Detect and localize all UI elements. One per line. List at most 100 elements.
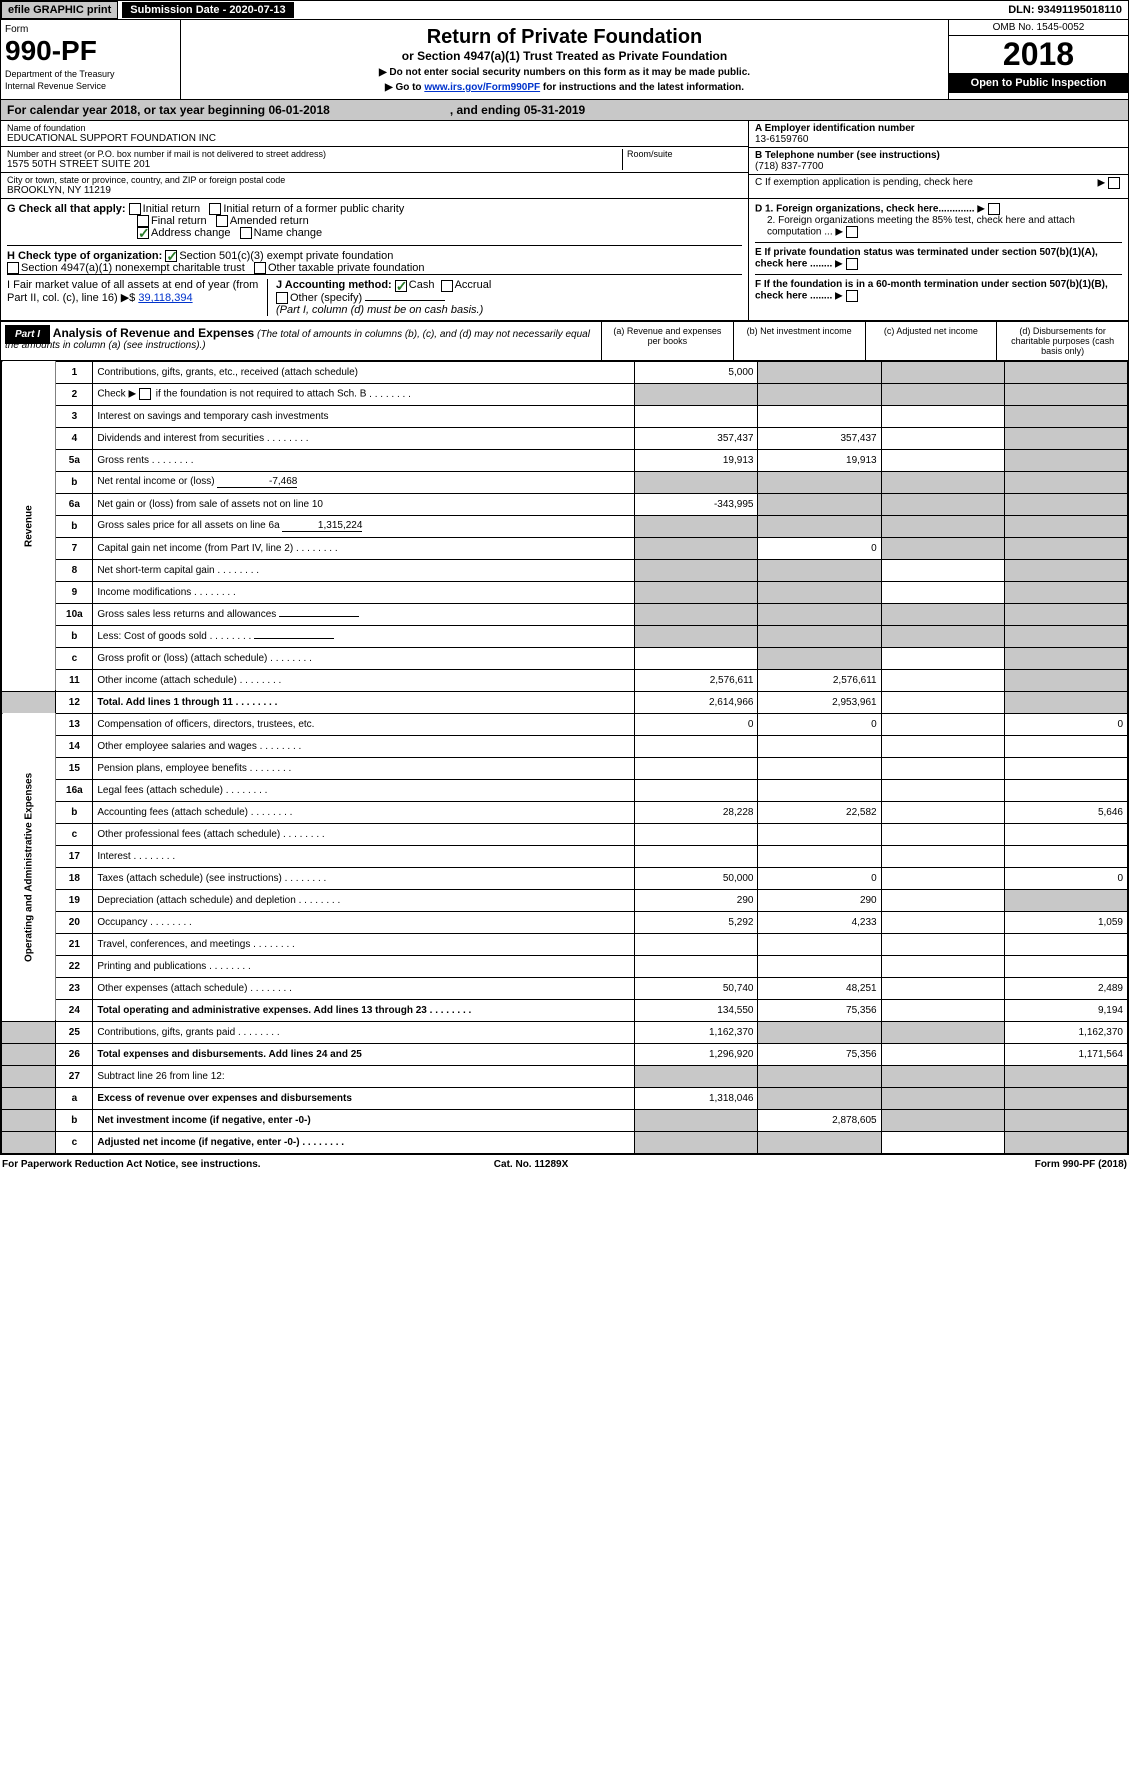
e-label: E If private foundation status was termi… [755,247,1098,270]
schb-checkbox[interactable] [139,388,151,400]
j-cash-checkbox[interactable] [395,280,407,292]
g-h-section: G Check all that apply: Initial return I… [0,199,1129,321]
r6a-a: -343,995 [635,493,758,515]
r25-num: 25 [56,1021,93,1043]
r15-b [758,757,881,779]
r13-b: 0 [758,713,881,735]
r10c-d [1004,647,1127,669]
r27a-c [881,1087,1004,1109]
efile-print-button[interactable]: efile GRAPHIC print [1,1,118,19]
r25-b [758,1021,881,1043]
r17-d [1004,845,1127,867]
r27a-d [1004,1087,1127,1109]
r23-a: 50,740 [635,977,758,999]
e-checkbox[interactable] [846,258,858,270]
c-checkbox[interactable] [1108,177,1120,189]
r4-a: 357,437 [635,427,758,449]
row-27b: bNet investment income (if negative, ent… [2,1109,1128,1131]
g-amended-checkbox[interactable] [216,215,228,227]
row-6a: 6aNet gain or (loss) from sale of assets… [2,493,1128,515]
row-9: 9Income modifications [2,581,1128,603]
tax-year: 2018 [949,36,1128,73]
row-18: 18Taxes (attach schedule) (see instructi… [2,867,1128,889]
r21-b [758,933,881,955]
r16a-d [1004,779,1127,801]
r9-b [758,581,881,603]
i-value-link[interactable]: 39,118,394 [138,292,192,304]
g-o3: Final return [151,215,207,227]
r2-a [635,383,758,405]
d2-label: 2. Foreign organizations meeting the 85%… [767,215,1075,238]
r6b-desc: Gross sales price for all assets on line… [93,515,635,537]
topbar: efile GRAPHIC print Submission Date - 20… [0,0,1129,20]
r3-b [758,405,881,427]
g-address-checkbox[interactable] [137,227,149,239]
d1-checkbox[interactable] [988,203,1000,215]
g-o4: Amended return [230,215,309,227]
r26-c [881,1043,1004,1065]
g-o6: Name change [254,227,323,239]
r10a-line [279,616,359,617]
row-14: 14Other employee salaries and wages [2,735,1128,757]
g-initial-former-checkbox[interactable] [209,203,221,215]
r27b-desc: Net investment income (if negative, ente… [93,1109,635,1131]
form-instructions-link[interactable]: www.irs.gov/Form990PF [424,82,540,93]
form-header: Form 990-PF Department of the Treasury I… [0,20,1129,100]
h-4947-checkbox[interactable] [7,262,19,274]
r4-c [881,427,1004,449]
j-accrual-checkbox[interactable] [441,280,453,292]
r23-desc: Other expenses (attach schedule) [93,977,635,999]
f-checkbox[interactable] [846,290,858,302]
r27-b [758,1065,881,1087]
r17-c [881,845,1004,867]
r17-b [758,845,881,867]
r23-d: 2,489 [1004,977,1127,999]
r10b-c [881,625,1004,647]
row-22: 22Printing and publications [2,955,1128,977]
g-name-checkbox[interactable] [240,227,252,239]
r27b-num: b [56,1109,93,1131]
expenses-label: Operating and Administrative Expenses [2,713,56,1021]
r23-num: 23 [56,977,93,999]
d-e-f-right: D 1. Foreign organizations, check here..… [748,199,1128,320]
part1-header-left: Part I Analysis of Revenue and Expenses … [1,322,601,360]
h-other-checkbox[interactable] [254,262,266,274]
r25-d: 1,162,370 [1004,1021,1127,1043]
r4-d [1004,427,1127,449]
r2-d [1004,383,1127,405]
r14-d [1004,735,1127,757]
r7-c [881,537,1004,559]
r27-num: 27 [56,1065,93,1087]
r27a-b [758,1087,881,1109]
h-501c3-checkbox[interactable] [165,250,177,262]
g-initial-checkbox[interactable] [129,203,141,215]
g-o5: Address change [151,227,231,239]
tel-value: (718) 837-7700 [755,161,1122,172]
r16a-c [881,779,1004,801]
col-d-header: (d) Disbursements for charitable purpose… [996,322,1128,360]
r27a-side [2,1087,56,1109]
r7-desc: Capital gain net income (from Part IV, l… [93,537,635,559]
r16c-a [635,823,758,845]
r10a-desc: Gross sales less returns and allowances [93,603,635,625]
form-link-line: ▶ Go to www.irs.gov/Form990PF for instru… [187,82,942,93]
r10c-b [758,647,881,669]
r18-b: 0 [758,867,881,889]
form-number: 990-PF [5,35,176,67]
row-19: 19Depreciation (attach schedule) and dep… [2,889,1128,911]
row-21: 21Travel, conferences, and meetings [2,933,1128,955]
r14-b [758,735,881,757]
row-26: 26Total expenses and disbursements. Add … [2,1043,1128,1065]
info-right: A Employer identification number 13-6159… [748,121,1128,198]
r10a-d [1004,603,1127,625]
col-a-header: (a) Revenue and expenses per books [601,322,733,360]
r5a-desc: Gross rents [93,449,635,471]
r10b-line [254,638,334,639]
r26-b: 75,356 [758,1043,881,1065]
d2-checkbox[interactable] [846,226,858,238]
r9-num: 9 [56,581,93,603]
r12-d [1004,691,1127,713]
r5b-a [635,471,758,493]
r16b-c [881,801,1004,823]
j-other-checkbox[interactable] [276,292,288,304]
